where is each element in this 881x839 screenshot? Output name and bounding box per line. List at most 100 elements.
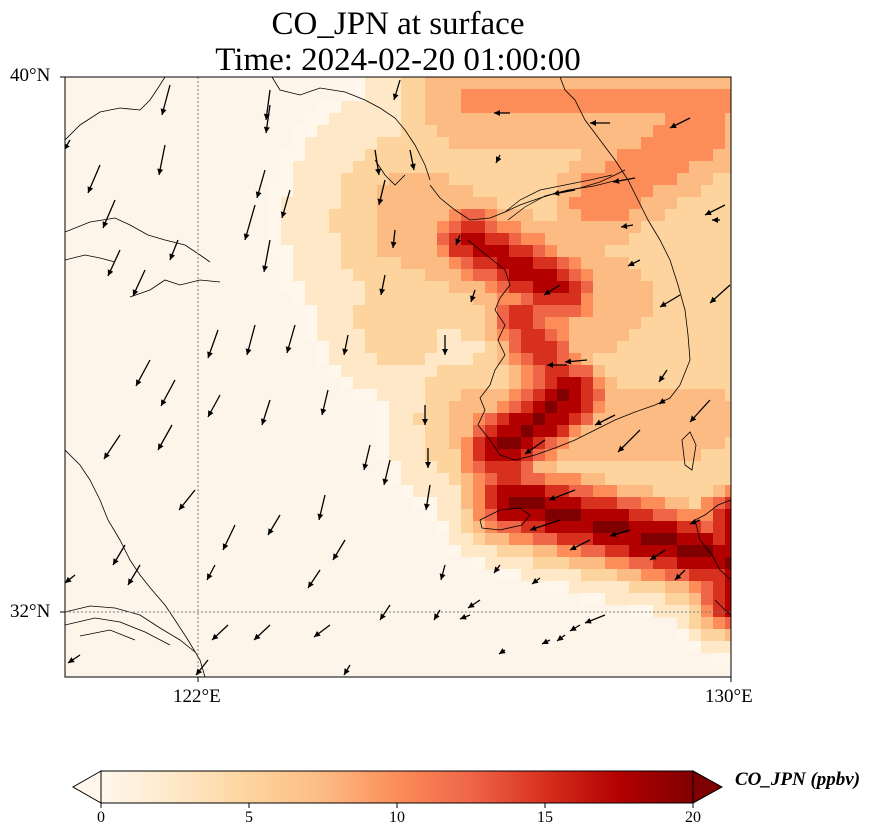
heat-cell: [701, 533, 714, 546]
heat-cell: [533, 269, 546, 282]
korea-east-coast: [559, 77, 691, 386]
heat-cell: [533, 377, 546, 390]
heat-cell: [641, 281, 654, 294]
heat-cell: [641, 545, 654, 558]
heat-cell: [509, 161, 522, 174]
heat-cell: [557, 233, 570, 246]
heat-cell: [653, 605, 666, 618]
china-coast: [65, 77, 221, 677]
heat-cell: [689, 341, 702, 354]
heat-cell: [377, 341, 390, 354]
heat-cell: [485, 221, 498, 234]
heat-cell: [377, 233, 390, 246]
heat-cell: [557, 353, 570, 366]
heat-cell: [497, 473, 510, 486]
heat-cell: [389, 197, 402, 210]
wind-arrow: [169, 239, 179, 261]
heat-cell: [701, 641, 714, 654]
wind-arrow: [620, 223, 634, 229]
heat-cell: [497, 557, 510, 570]
heat-cell: [341, 161, 354, 174]
heat-cell: [581, 377, 594, 390]
heat-cell: [413, 413, 426, 426]
heat-cell: [701, 461, 714, 474]
heat-cell: [377, 377, 390, 390]
wind-arrow: [556, 634, 566, 642]
heat-cell: [449, 425, 462, 438]
heat-cell: [581, 281, 594, 294]
heat-cell: [593, 89, 606, 102]
heat-cell: [725, 293, 731, 306]
heat-cell: [353, 173, 366, 186]
heat-cell: [581, 197, 594, 210]
heat-cell: [449, 305, 462, 318]
wind-arrow: [107, 249, 121, 277]
heat-cell: [653, 161, 666, 174]
heat-cell: [497, 77, 510, 90]
heat-cell: [521, 281, 534, 294]
heat-cell: [485, 101, 498, 114]
heat-cell: [689, 389, 702, 402]
heat-cell: [497, 533, 510, 546]
heat-cell: [389, 221, 402, 234]
heat-cell: [485, 161, 498, 174]
heat-cell: [353, 353, 366, 366]
heat-cell: [569, 305, 582, 318]
heat-cell: [389, 293, 402, 306]
heat-cell: [677, 521, 690, 534]
heat-cell: [593, 389, 606, 402]
heat-cell: [293, 173, 306, 186]
heat-cell: [557, 341, 570, 354]
heat-cell: [665, 245, 678, 258]
heat-cell: [641, 521, 654, 534]
heat-cell: [401, 293, 414, 306]
heat-cell: [329, 185, 342, 198]
heat-cell: [341, 89, 354, 102]
heat-cell: [317, 113, 330, 126]
heat-cell: [569, 125, 582, 138]
heat-cell: [461, 329, 474, 342]
heat-cell: [389, 341, 402, 354]
colorbar-tick-label: 5: [245, 809, 253, 826]
heat-cell: [545, 389, 558, 402]
heat-cell: [665, 581, 678, 594]
heat-cell: [521, 341, 534, 354]
heat-cell: [677, 389, 690, 402]
heat-cell: [569, 329, 582, 342]
heat-cell: [341, 329, 354, 342]
heat-cell: [665, 521, 678, 534]
heat-cell: [533, 257, 546, 270]
heat-cell: [557, 389, 570, 402]
heat-cell: [365, 257, 378, 270]
heat-cell: [629, 593, 642, 606]
heat-cell: [557, 197, 570, 210]
heat-cell: [497, 269, 510, 282]
heat-cell: [401, 257, 414, 270]
heat-cell: [533, 365, 546, 378]
heat-cell: [713, 461, 726, 474]
heat-cell: [461, 389, 474, 402]
heat-cell: [713, 473, 726, 486]
heat-cell: [653, 425, 666, 438]
heat-cell: [557, 377, 570, 390]
wind-arrow: [65, 139, 71, 150]
heat-cell: [509, 497, 522, 510]
heat-cell: [401, 185, 414, 198]
heat-cell: [641, 185, 654, 198]
wind-arrow: [493, 564, 501, 574]
heat-cell: [473, 197, 486, 210]
heat-cell: [653, 245, 666, 258]
heat-cell: [713, 233, 726, 246]
heat-cell: [473, 557, 486, 570]
heat-cell: [293, 245, 306, 258]
wind-arrow: [548, 489, 576, 501]
wind-arrow: [495, 154, 502, 164]
heat-cell: [701, 437, 714, 450]
heat-cell: [329, 353, 342, 366]
heat-cell: [365, 293, 378, 306]
heat-cell: [689, 329, 702, 342]
heat-cell: [389, 161, 402, 174]
heat-cell: [557, 581, 570, 594]
heat-cell: [377, 257, 390, 270]
heat-cell: [617, 77, 630, 90]
